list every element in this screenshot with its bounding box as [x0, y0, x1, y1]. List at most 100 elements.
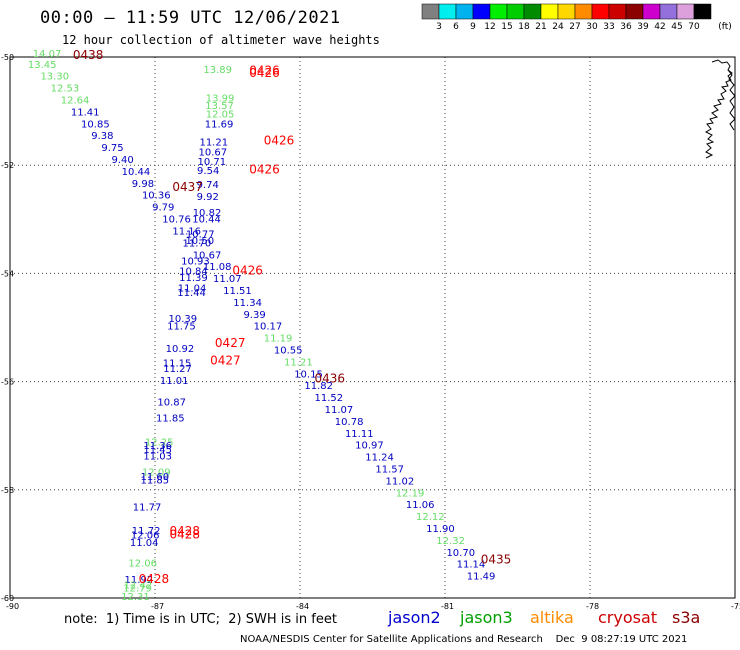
- wave-height-label: 10.85: [81, 119, 110, 130]
- wave-height-label: 9.79: [152, 203, 174, 214]
- wave-height-label: 10.84: [179, 266, 208, 277]
- footer-note: note: 1) Time is in UTC; 2) SWH is in fe…: [64, 612, 337, 627]
- wave-height-label: 11.19: [264, 334, 293, 345]
- x-tick-label: -78: [586, 602, 599, 611]
- color-scale-label: 33: [603, 22, 615, 32]
- x-tick-label: -84: [296, 602, 309, 611]
- wave-height-label: 11.21: [199, 138, 228, 149]
- wave-height-label: 9.92: [197, 192, 219, 203]
- color-scale-label: 39: [637, 22, 649, 32]
- map-grid: [9, 56, 736, 599]
- axis-ticks: -90 -87 -84 -81 -78 -75 -50 -52 -54 -56 -58 -60: [1, 53, 740, 611]
- wave-height-label: 13.45: [28, 60, 57, 71]
- wave-height-label: 11.70: [183, 238, 212, 249]
- wave-height-label: 10.67: [193, 250, 222, 261]
- wave-height-label: 10.82: [193, 208, 222, 219]
- wave-height-label: 10.15: [294, 369, 323, 380]
- wave-height-label: 11.51: [223, 286, 252, 297]
- wave-height-label: 12.19: [396, 488, 425, 499]
- pass-time-label: 0426: [232, 263, 263, 277]
- wave-height-label: 9.40: [112, 155, 134, 166]
- coastline-islands: [704, 59, 733, 159]
- y-tick-label: -52: [1, 161, 14, 170]
- map-frame: [9, 56, 736, 599]
- wave-height-label: 11.85: [156, 414, 185, 425]
- wave-height-label: 11.92: [125, 575, 154, 586]
- color-scale-label: 24: [552, 22, 564, 32]
- pass-time-label: 0428: [139, 572, 170, 586]
- wave-height-label: 11.75: [167, 322, 196, 333]
- color-swatch: [693, 3, 712, 20]
- wave-height-label: 11.21: [284, 357, 313, 368]
- wave-height-label: 12.06: [128, 559, 157, 570]
- y-tick-label: -60: [1, 594, 14, 603]
- pass-time-label: 0436: [315, 372, 346, 386]
- wave-height-label: 10.17: [254, 322, 283, 333]
- color-scale-label: 70: [688, 22, 700, 32]
- color-scale-label: 21: [535, 22, 547, 32]
- color-scale-label: 3: [436, 22, 442, 32]
- wave-height-label: 11.01: [160, 376, 189, 387]
- wave-height-label: 10.78: [335, 417, 364, 428]
- wave-height-label: 11.36: [143, 441, 172, 452]
- wave-height-label: 9.39: [243, 310, 265, 321]
- x-tick-label: -90: [6, 602, 19, 611]
- wave-height-label: 12.12: [416, 512, 445, 523]
- wave-height-label: 11.60: [141, 472, 170, 483]
- wave-height-label: 9.54: [197, 166, 219, 177]
- x-tick-label: -81: [441, 602, 454, 611]
- wave-height-label: 11.06: [406, 500, 435, 511]
- wave-height-label: 11.07: [325, 405, 354, 416]
- wave-height-label: 12.09: [142, 468, 171, 479]
- pass-time-label: 0438: [73, 48, 104, 62]
- wave-height-label: 12.05: [206, 110, 235, 121]
- wave-height-label: 11.72: [132, 526, 161, 537]
- pass-time-label: 0426: [249, 63, 280, 77]
- legend-jason3: jason3: [460, 608, 513, 627]
- y-tick-label: -58: [1, 486, 14, 495]
- pass-time-label: 0426: [264, 134, 295, 148]
- wave-height-label: 10.44: [122, 167, 151, 178]
- pass-time-label: 0437: [172, 180, 203, 194]
- y-tick-label: -54: [1, 269, 14, 278]
- legend-cryosat: cryosat: [598, 608, 658, 627]
- wave-height-label: 11.44: [177, 288, 206, 299]
- wave-height-label: 10.92: [166, 344, 195, 355]
- color-scale-label: 27: [569, 22, 581, 32]
- wave-height-label: 11.52: [315, 393, 344, 404]
- wave-height-label: 10.76: [162, 215, 191, 226]
- color-scale-label: 45: [671, 22, 683, 32]
- color-scale-label: 18: [518, 22, 530, 32]
- map-subtitle: 12 hour collection of altimeter wave hei…: [62, 33, 380, 47]
- wave-height-label: 11.77: [133, 502, 162, 513]
- wave-height-label: 11.27: [163, 364, 192, 375]
- wave-height-label: 10.87: [157, 397, 186, 408]
- x-tick-label: -87: [151, 602, 164, 611]
- wave-height-label: 11.45: [143, 445, 172, 456]
- wave-height-label: 10.44: [192, 215, 221, 226]
- wave-height-label: 12.42: [124, 580, 153, 591]
- wave-height-label: 11.90: [426, 524, 455, 535]
- wave-height-label: 9.75: [101, 143, 123, 154]
- wave-height-label: 11.11: [345, 429, 374, 440]
- wave-height-label: 13.99: [206, 93, 235, 104]
- pass-time-label: 0428: [170, 527, 201, 541]
- wave-height-label: 11.49: [467, 572, 496, 583]
- wave-height-label: 13.57: [205, 101, 234, 112]
- wave-height-label: 11.02: [386, 476, 415, 487]
- pass-time-label: 0435: [481, 552, 512, 566]
- x-tick-label: -75: [731, 602, 740, 611]
- wave-height-label: 12.31: [121, 592, 150, 603]
- legend-s3a: s3a: [672, 608, 701, 627]
- color-scale-label: 42: [654, 22, 666, 32]
- wave-height-label: 11.03: [143, 452, 172, 463]
- y-tick-label: -50: [1, 53, 14, 62]
- wave-height-label: 11.69: [205, 119, 234, 130]
- pass-time-label: 0426: [249, 162, 280, 176]
- wave-height-label: 12.25: [145, 437, 174, 448]
- wave-height-label: 11.85: [141, 475, 170, 486]
- legend-jason2: jason2: [388, 608, 441, 627]
- footer-credit: NOAA/NESDIS Center for Satellite Applica…: [240, 634, 688, 645]
- wave-height-label: 11.15: [163, 358, 192, 369]
